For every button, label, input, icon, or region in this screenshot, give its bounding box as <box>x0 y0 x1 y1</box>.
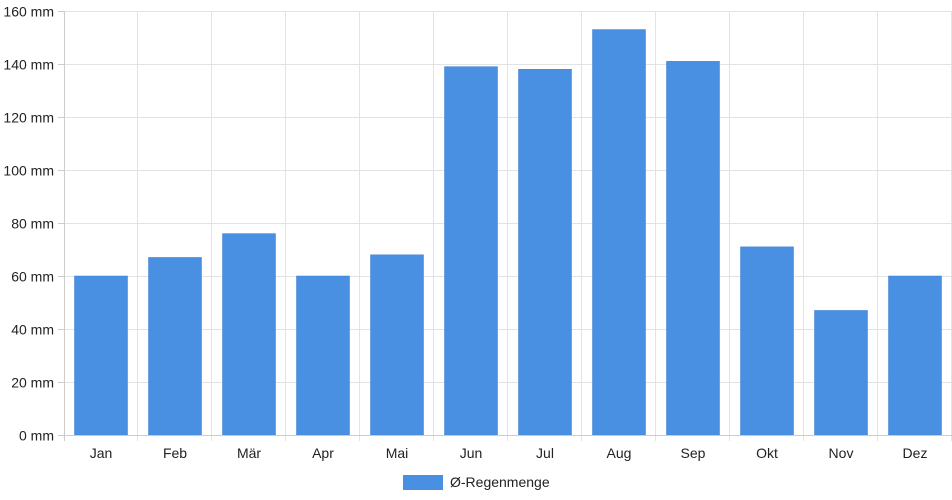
bar-mär[interactable] <box>222 233 276 436</box>
bar-okt[interactable] <box>740 246 794 436</box>
bar-mai[interactable] <box>370 254 424 436</box>
y-tick-label: 120 mm <box>3 110 54 126</box>
bar-jul[interactable] <box>518 69 572 436</box>
y-tick-label: 140 mm <box>3 57 54 73</box>
y-tick-label: 60 mm <box>11 269 54 285</box>
legend-label: Ø-Regenmenge <box>450 474 550 490</box>
x-tick-label: Jan <box>90 445 113 461</box>
x-tick-label: Okt <box>756 445 778 461</box>
bar-jun[interactable] <box>444 66 498 436</box>
x-axis-labels: Jan Feb Mär Apr Mai Jun Jul Aug Sep Okt Nov Dez <box>90 445 928 461</box>
x-tick-label: Sep <box>681 445 706 461</box>
y-axis-labels: 0 mm 20 mm 40 mm 60 mm 80 mm 100 mm 120 mm 140 … <box>3 4 54 444</box>
x-tick-label: Jun <box>460 445 483 461</box>
bar-aug[interactable] <box>592 29 646 436</box>
x-tick-label: Dez <box>903 445 928 461</box>
x-tick-label: Feb <box>163 445 187 461</box>
x-tick-label: Nov <box>829 445 854 461</box>
legend-swatch <box>403 475 443 490</box>
bar-apr[interactable] <box>296 275 350 436</box>
legend[interactable]: Ø-Regenmenge <box>403 474 550 490</box>
bar-nov[interactable] <box>814 310 868 436</box>
x-tick-label: Jul <box>536 445 554 461</box>
bar-dez[interactable] <box>888 275 942 436</box>
axes <box>58 11 952 441</box>
bar-sep[interactable] <box>666 61 720 436</box>
grid <box>64 11 952 441</box>
y-tick-label: 0 mm <box>19 428 54 444</box>
bar-feb[interactable] <box>148 257 202 436</box>
x-tick-label: Apr <box>312 445 334 461</box>
x-tick-label: Mär <box>237 445 261 461</box>
x-tick-label: Aug <box>607 445 632 461</box>
y-tick-label: 40 mm <box>11 322 54 338</box>
bar-jan[interactable] <box>74 275 128 436</box>
y-tick-label: 100 mm <box>3 163 54 179</box>
y-tick-label: 20 mm <box>11 375 54 391</box>
x-tick-label: Mai <box>386 445 409 461</box>
y-tick-label: 80 mm <box>11 216 54 232</box>
y-tick-label: 160 mm <box>3 4 54 20</box>
bars <box>74 29 942 436</box>
